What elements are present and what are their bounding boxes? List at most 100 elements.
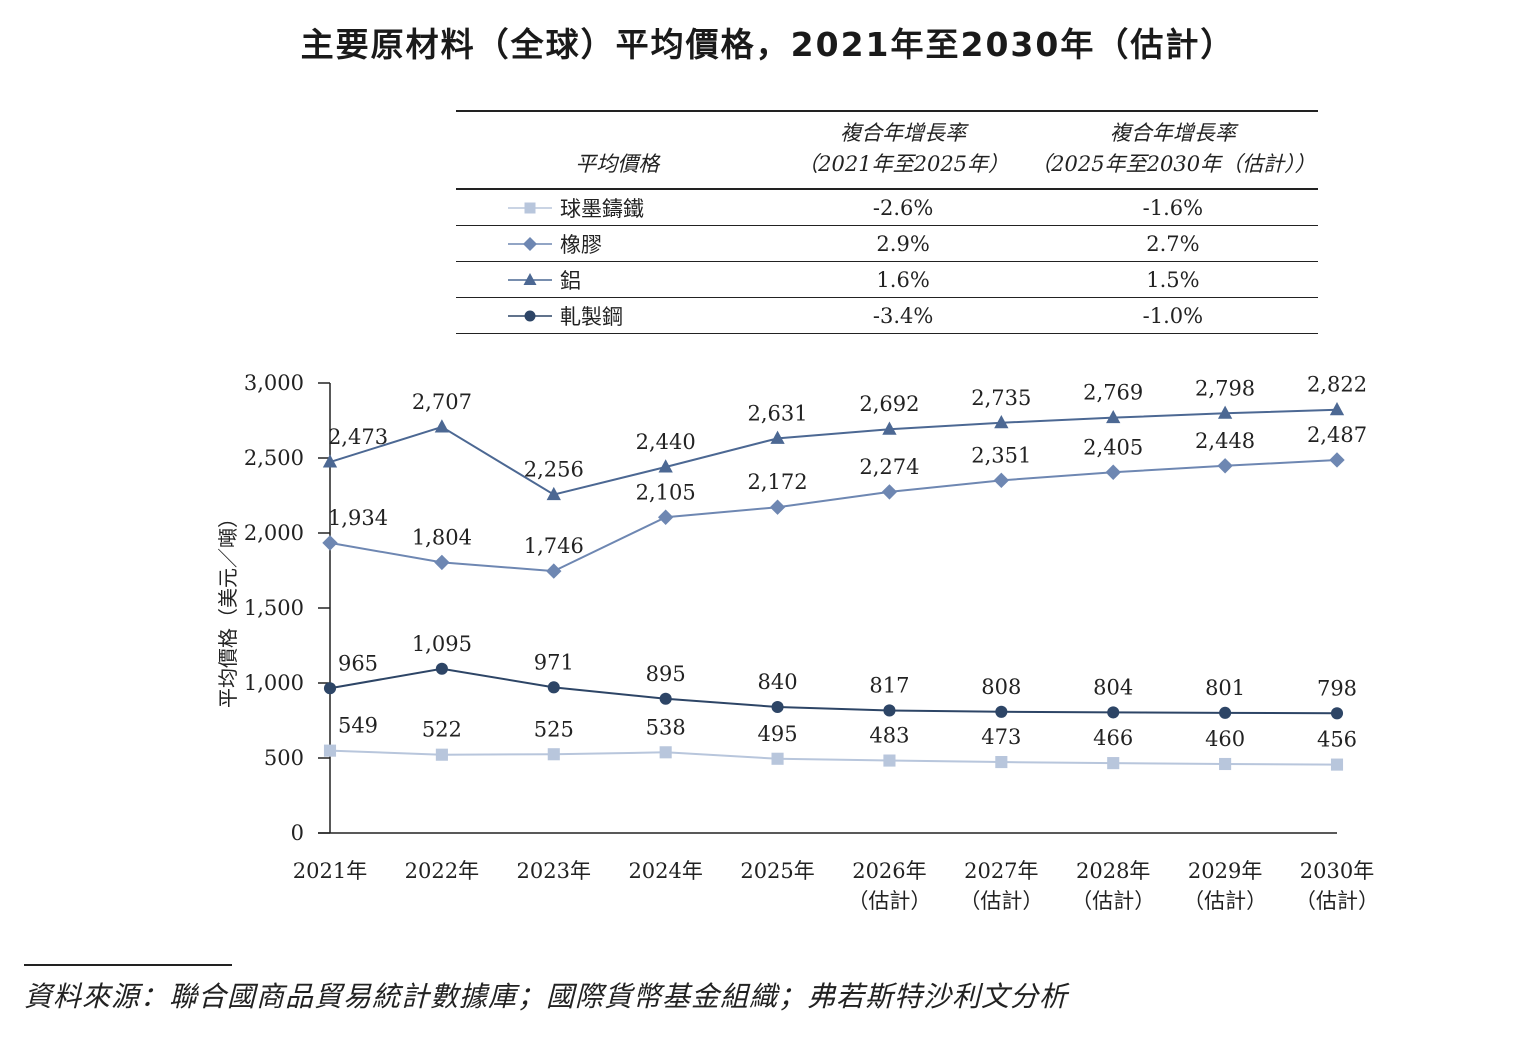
data-label: 2,274 (859, 455, 919, 479)
data-point-circle (1330, 707, 1344, 720)
data-point-diamond (881, 484, 898, 500)
x-tick-label: 2026年 (852, 859, 926, 883)
chart-title: 主要原材料（全球）平均價格，2021年至2030年（估計） (300, 25, 1236, 64)
series-line (329, 749, 1338, 766)
data-point-circle (435, 662, 448, 675)
y-tick-label: 0 (291, 821, 304, 845)
square-icon (524, 202, 536, 213)
data-label: 817 (869, 673, 909, 697)
data-point-diamond (1105, 464, 1121, 480)
series-square: 549 522 525 538 495 483 473 466 460 456 (323, 714, 1357, 771)
data-label: 495 (758, 722, 798, 746)
data-point-circle (995, 705, 1008, 718)
data-label: 538 (646, 715, 686, 739)
data-label: 2,351 (971, 443, 1031, 467)
data-point-square (435, 748, 448, 761)
data-label: 2,631 (747, 401, 807, 425)
cagr-table-header: 平均價格 複合年增長率 （2021年至2025年） 複合年增長率 （2025年至… (456, 110, 1318, 190)
x-tick-sublabel: （估計） (1295, 889, 1379, 913)
data-label: 2,256 (524, 458, 584, 482)
data-label: 549 (338, 714, 378, 738)
data-point-triangle (658, 459, 673, 473)
series-circle: 965 1,095 971 895 840 817 808 804 801 798 (323, 632, 1357, 720)
x-tick-label: 2030年 (1300, 859, 1374, 883)
x-tick-label: 2029年 (1188, 859, 1262, 883)
data-point-triangle (1329, 402, 1345, 416)
data-point-circle (547, 681, 560, 694)
legend-marker-icon (508, 202, 552, 213)
data-point-circle (659, 692, 672, 705)
y-tick-label: 2,500 (244, 446, 304, 470)
data-label: 798 (1317, 676, 1357, 700)
data-label: 804 (1093, 675, 1133, 699)
data-point-diamond (993, 472, 1010, 489)
y-tick-label: 500 (264, 746, 304, 770)
cagr-2025-2030-value: -1.6% (1027, 189, 1318, 226)
y-tick-label: 3,000 (244, 371, 304, 395)
data-label: 2,735 (971, 386, 1031, 410)
diamond-icon (523, 236, 537, 251)
x-tick-sublabel: （估計） (847, 889, 931, 913)
data-label: 895 (646, 662, 686, 686)
data-point-diamond (1217, 458, 1233, 474)
x-tick-label: 2023年 (517, 859, 591, 883)
x-tick-label: 2024年 (628, 859, 702, 883)
data-label: 2,707 (412, 390, 472, 414)
cagr-row-material: 橡膠 (456, 225, 779, 262)
data-label: 2,769 (1083, 381, 1143, 405)
data-label: 456 (1317, 728, 1357, 752)
material-name: 鋁 (560, 268, 581, 293)
material-name: 球墨鑄鐵 (560, 196, 644, 221)
series-line (329, 408, 1338, 496)
data-point-square (1330, 758, 1344, 771)
cagr-row: 軋製鋼 -3.4% -1.0% (456, 297, 1318, 334)
cagr-2021-2025-value: 2.9% (778, 225, 1028, 262)
cagr-row-material: 球墨鑄鐵 (456, 189, 779, 226)
cagr-2021-2025-value: -2.6% (778, 189, 1028, 226)
series-line (329, 667, 1338, 715)
legend-marker-icon (508, 236, 552, 251)
header-cagr2-line2: （2025年至2030年（估計）） (1030, 152, 1316, 176)
data-label: 2,448 (1195, 429, 1255, 453)
header-cagr-2025-2030: 複合年增長率 （2025年至2030年（估計）） (1027, 110, 1318, 190)
data-label: 2,105 (636, 480, 696, 504)
data-point-square (547, 748, 560, 761)
header-average-price: 平均價格 (456, 110, 779, 190)
header-cagr-2021-2025: 複合年增長率 （2021年至2025年） (778, 110, 1028, 190)
data-label: 2,440 (636, 430, 696, 454)
data-point-diamond (434, 554, 450, 571)
data-point-diamond (1329, 452, 1345, 468)
data-label: 522 (422, 718, 462, 742)
data-label: 473 (981, 725, 1021, 749)
series-line (329, 458, 1338, 573)
data-label: 2,172 (747, 470, 807, 494)
data-label: 971 (534, 650, 574, 674)
data-point-square (883, 754, 896, 767)
data-label: 483 (869, 724, 909, 748)
cagr-table: 平均價格 複合年增長率 （2021年至2025年） 複合年增長率 （2025年至… (456, 110, 1318, 334)
cagr-2025-2030-value: 2.7% (1027, 225, 1318, 262)
data-point-triangle (546, 486, 561, 501)
y-tick-label: 1,500 (244, 596, 304, 620)
x-tick-label: 2021年 (293, 859, 367, 883)
legend-marker-icon (508, 310, 552, 321)
data-point-square (771, 752, 784, 765)
data-point-triangle (434, 419, 450, 433)
data-point-diamond (322, 535, 338, 551)
data-label: 965 (338, 651, 378, 675)
cagr-2025-2030-value: -1.0% (1027, 297, 1318, 334)
data-point-triangle (1217, 405, 1233, 419)
cagr-2021-2025-value: -3.4% (778, 297, 1028, 334)
x-tick-sublabel: （估計） (1071, 889, 1155, 913)
data-label: 2,692 (859, 392, 919, 416)
cagr-row: 鋁 1.6% 1.5% (456, 261, 1318, 298)
x-tick-sublabel: （估計） (1183, 889, 1267, 913)
x-tick-label: 2025年 (740, 859, 814, 883)
cagr-2025-2030-value: 1.5% (1027, 261, 1318, 298)
x-tick-label: 2028年 (1076, 859, 1150, 883)
data-point-square (323, 744, 337, 757)
cagr-row-material: 鋁 (456, 261, 779, 298)
series-triangle: 2,473 2,707 2,256 2,440 2,631 2,692 2,735 2,769… (322, 373, 1367, 501)
header-cagr1-line2: （2021年至2025年） (797, 152, 1010, 176)
line-chart: 0 500 1,000 1,500 2,000 2,500 3,000 平均價格（美元／噸） 2… (216, 371, 1379, 913)
